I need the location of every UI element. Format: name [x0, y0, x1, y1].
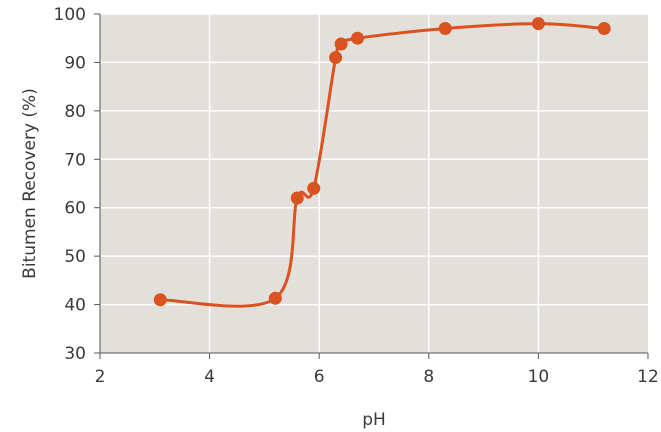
y-tick-label: 90 [64, 53, 86, 73]
data-point [334, 37, 348, 51]
y-tick-label: 70 [64, 150, 86, 170]
data-point [268, 291, 282, 305]
y-tick-label: 80 [64, 102, 86, 122]
data-point [351, 31, 365, 45]
data-point [438, 22, 452, 36]
y-tick-label: 30 [64, 344, 86, 364]
x-tick-label: 8 [423, 367, 434, 387]
x-tick-label: 12 [637, 367, 659, 387]
data-point [597, 22, 611, 36]
data-point [531, 17, 545, 31]
plot-area [100, 14, 648, 353]
x-tick-label: 10 [528, 367, 550, 387]
y-tick-label: 50 [64, 247, 86, 267]
y-tick-label: 60 [64, 199, 86, 219]
data-point [307, 181, 321, 195]
y-tick-label: 100 [54, 5, 86, 25]
x-tick-label: 6 [314, 367, 325, 387]
x-tick-label: 2 [95, 367, 106, 387]
gridlines [100, 13, 648, 353]
x-axis-label: pH [362, 410, 386, 430]
y-axis-ticks: 30 40 50 60 70 80 90 100 [54, 5, 100, 364]
y-axis-label: Bitumen Recovery (%) [20, 88, 40, 279]
data-points [153, 17, 611, 307]
x-tick-label: 4 [204, 367, 215, 387]
data-point [153, 293, 167, 307]
data-point [290, 191, 304, 205]
y-tick-label: 40 [64, 296, 86, 316]
axes [99, 14, 648, 354]
x-axis-ticks: 2 4 6 8 10 12 [95, 353, 659, 387]
data-point [329, 51, 343, 65]
